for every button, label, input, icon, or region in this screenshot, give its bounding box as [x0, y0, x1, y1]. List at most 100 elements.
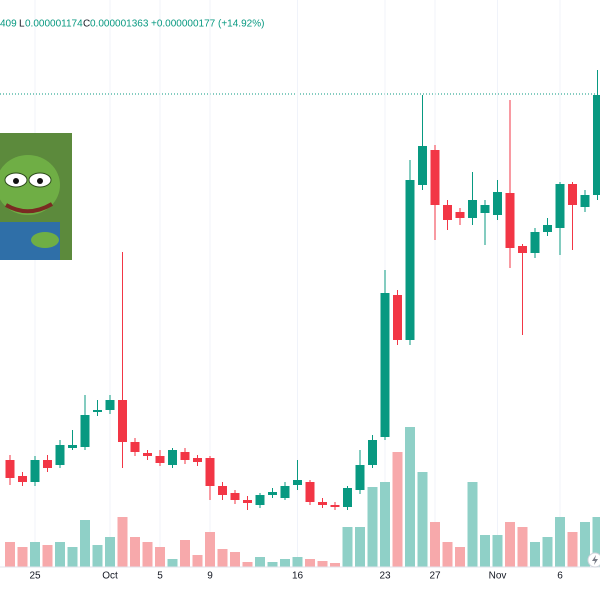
volume-bar — [180, 540, 190, 567]
candle-body — [43, 460, 52, 468]
candle-body — [5, 460, 15, 478]
volume-bar — [355, 527, 365, 567]
candle-body — [155, 456, 165, 463]
candle-body — [80, 415, 90, 447]
volume-bar — [17, 547, 28, 567]
volume-bar — [105, 537, 115, 567]
low-value: 0.000001174 — [25, 19, 83, 30]
volume-bar — [467, 482, 478, 567]
volume-bar — [205, 532, 215, 567]
candle-body — [580, 195, 590, 207]
x-tick-label: 5 — [157, 571, 163, 582]
volume-bar — [267, 562, 278, 567]
volume-bar — [130, 537, 140, 567]
volume-bar — [392, 452, 403, 567]
volume-bar — [230, 552, 240, 567]
candle-body — [568, 184, 577, 205]
volume-bar — [305, 559, 315, 567]
volume-bar — [492, 535, 503, 567]
candle-body — [393, 295, 402, 340]
candle-body — [230, 493, 240, 500]
volume-bar — [417, 472, 428, 567]
candle-body — [143, 453, 152, 456]
volume-bar — [155, 547, 165, 567]
volume-bar — [430, 522, 440, 567]
volume-bar — [592, 517, 600, 567]
volume-bar — [367, 487, 378, 567]
volume-bar — [255, 557, 265, 567]
volume-bar — [517, 527, 528, 567]
candle-body — [193, 458, 202, 462]
candle-body — [268, 492, 277, 495]
candle-body — [318, 502, 327, 505]
volume-bar — [67, 547, 78, 567]
volume-bar — [217, 549, 228, 567]
candle-body — [380, 293, 390, 437]
volume-bar — [92, 545, 103, 567]
candle-body — [205, 458, 215, 486]
candle-body — [443, 205, 452, 220]
volume-bar — [455, 547, 465, 567]
change-value: +0.000000177 (+14.92%) — [151, 19, 264, 30]
volume-bar — [317, 561, 328, 567]
volume-bar — [167, 559, 178, 567]
candle-body — [305, 482, 315, 502]
x-tick-label: 27 — [429, 571, 441, 582]
volume-bar — [280, 559, 290, 567]
candle-body — [355, 465, 365, 490]
volume-bar — [542, 537, 553, 567]
candle-body — [468, 200, 477, 218]
candle-body — [343, 488, 352, 507]
candle-body — [118, 400, 127, 442]
candle-body — [280, 486, 290, 498]
x-tick-label: 23 — [379, 571, 391, 582]
x-tick-label: 25 — [29, 571, 41, 582]
volume-bar — [555, 517, 565, 567]
x-axis-band — [0, 567, 600, 600]
candle-body — [180, 452, 190, 460]
volume-bar — [242, 562, 253, 567]
candle-body — [255, 495, 265, 505]
volume-bar — [117, 517, 128, 567]
volume-bar — [380, 482, 390, 567]
volume-bar — [580, 522, 590, 567]
candle-body — [405, 180, 415, 340]
candle-body — [555, 184, 565, 228]
candle-body — [493, 192, 502, 215]
volume-bar — [530, 542, 540, 567]
x-tick-label: 9 — [207, 571, 213, 582]
candle-body — [505, 193, 515, 248]
close-label: C — [83, 19, 90, 30]
candle-body — [368, 440, 377, 465]
candle-body — [130, 442, 140, 452]
volume-bar — [330, 563, 340, 567]
avatar — [0, 133, 72, 260]
candle-body — [68, 445, 77, 448]
candle-body — [168, 450, 177, 465]
candle-body — [30, 460, 40, 482]
volume-bar — [42, 545, 53, 567]
volume-bar — [142, 542, 153, 567]
volume-bar — [292, 557, 303, 567]
high-value: 409 — [0, 19, 17, 30]
candle-body — [593, 95, 600, 195]
volume-bar — [342, 527, 353, 567]
candle-body — [530, 232, 540, 253]
volume-bar — [505, 522, 515, 567]
volume-bar — [405, 427, 415, 567]
close-value: 0.000001363 — [90, 19, 149, 30]
candle-body — [455, 212, 465, 218]
volume-bar — [567, 532, 578, 567]
candle-body — [243, 500, 252, 503]
candle-body — [105, 400, 115, 410]
volume-bar — [30, 542, 40, 567]
lightning-icon — [587, 552, 600, 568]
x-tick-label: Nov — [489, 571, 507, 582]
low-label: L — [19, 19, 25, 30]
volume-bar — [5, 542, 15, 567]
x-tick-label: 6 — [557, 571, 563, 582]
candle-body — [518, 246, 527, 253]
